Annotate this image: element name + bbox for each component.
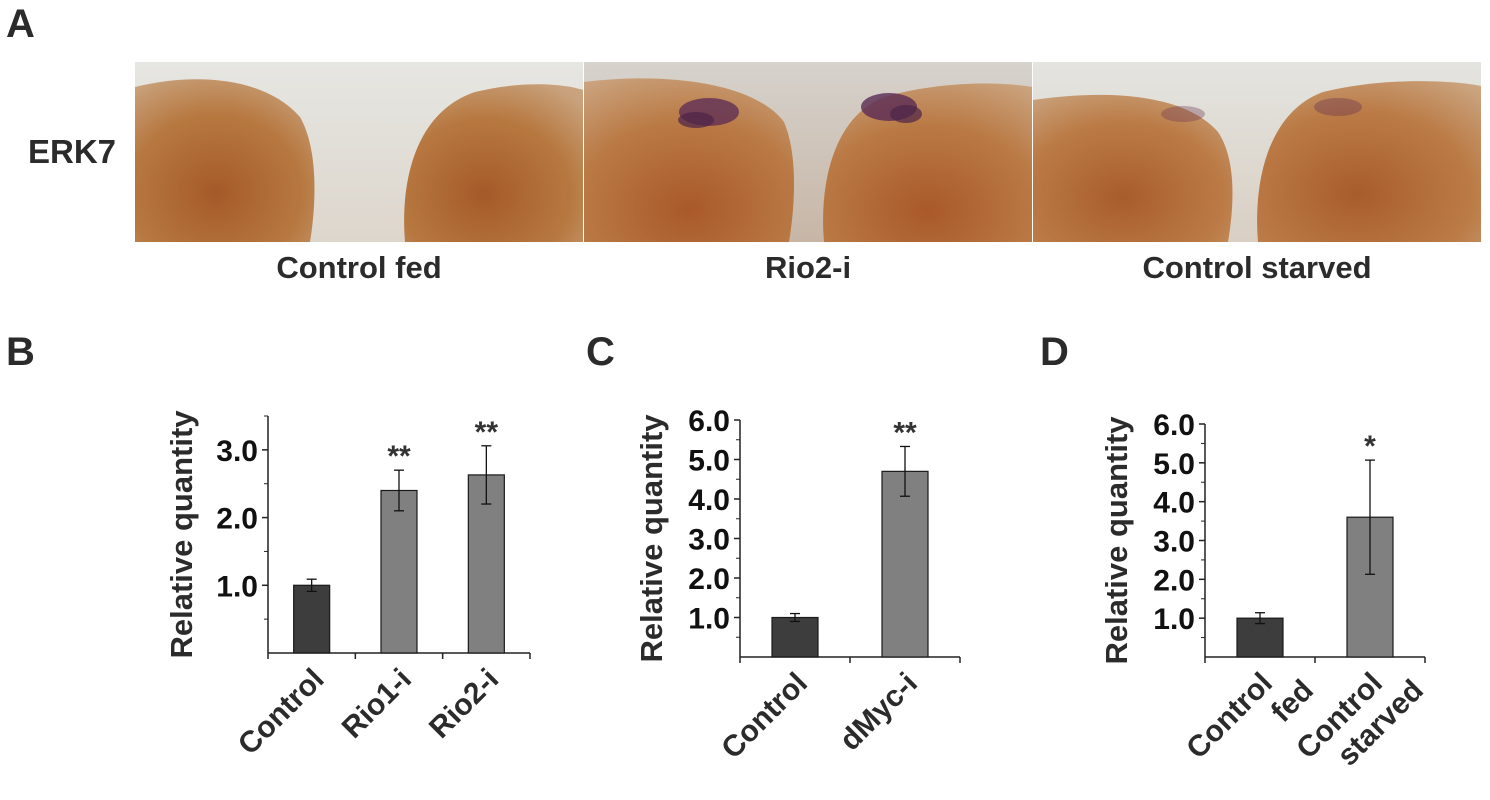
panel-label-a: A bbox=[6, 2, 35, 46]
x-tick-label: Rio2-i bbox=[423, 663, 505, 745]
bar bbox=[771, 616, 819, 658]
y-tick-label: 3.0 bbox=[1153, 526, 1195, 559]
y-tick-label: 6.0 bbox=[688, 405, 730, 438]
y-tick-label: 3.0 bbox=[688, 524, 730, 557]
chart-d: Relative quantity 1.0 2.0 3.0 4.0 5.0 6.0 Contr… bbox=[1099, 409, 1430, 790]
y-tick-label: 2.0 bbox=[216, 503, 258, 536]
chart-c: Relative quantity 1.0 2.0 3.0 4.0 5.0 6.0 Contr… bbox=[634, 405, 961, 766]
y-tick-label: 5.0 bbox=[688, 445, 730, 478]
y-axis-label: Relative quantity bbox=[164, 410, 199, 659]
caption-rio2-i: Rio2-i bbox=[764, 250, 852, 285]
y-tick-label: 1.0 bbox=[216, 570, 258, 603]
photo-rio2-i bbox=[584, 62, 1032, 242]
y-tick-label: 6.0 bbox=[1153, 409, 1195, 442]
panel-label-b: B bbox=[6, 330, 35, 374]
bar bbox=[293, 584, 331, 654]
significance-marker: * bbox=[1364, 430, 1376, 463]
x-tick-label: Controlfed bbox=[1180, 650, 1320, 790]
significance-marker: ** bbox=[893, 416, 917, 449]
y-tick-label: 5.0 bbox=[1153, 448, 1195, 481]
y-tick-label: 1.0 bbox=[1153, 603, 1195, 636]
significance-marker: ** bbox=[387, 440, 411, 473]
photo-control-fed bbox=[135, 62, 583, 242]
panel-label-d: D bbox=[1040, 330, 1069, 374]
y-tick-label: 4.0 bbox=[688, 484, 730, 517]
chart-b: Relative quantity 1.0 2.0 3.0 Control ** Rio1-… bbox=[164, 410, 531, 762]
y-axis-label: Relative quantity bbox=[634, 414, 669, 663]
panel-label-c: C bbox=[586, 330, 615, 374]
x-tick-label: Control bbox=[715, 667, 814, 766]
x-tick-label: Control bbox=[232, 663, 331, 762]
bar bbox=[881, 470, 929, 658]
y-tick-label: 2.0 bbox=[1153, 564, 1195, 597]
caption-control-fed: Control fed bbox=[276, 250, 442, 285]
x-tick-label: dMyc-i bbox=[833, 667, 924, 758]
x-tick-label: Controlstarved bbox=[1290, 650, 1430, 790]
row-label-erk7: ERK7 bbox=[28, 133, 117, 170]
y-tick-label: 2.0 bbox=[688, 563, 730, 596]
significance-marker: ** bbox=[475, 416, 499, 449]
bar bbox=[380, 489, 418, 654]
photo-control-starved bbox=[1033, 62, 1481, 242]
bar bbox=[1236, 617, 1284, 658]
y-tick-label: 1.0 bbox=[688, 603, 730, 636]
y-axis-label: Relative quantity bbox=[1099, 416, 1134, 665]
y-tick-label: 3.0 bbox=[216, 435, 258, 468]
caption-control-starved: Control starved bbox=[1142, 250, 1372, 285]
x-tick-label: Rio1-i bbox=[336, 663, 418, 745]
y-tick-label: 4.0 bbox=[1153, 487, 1195, 520]
